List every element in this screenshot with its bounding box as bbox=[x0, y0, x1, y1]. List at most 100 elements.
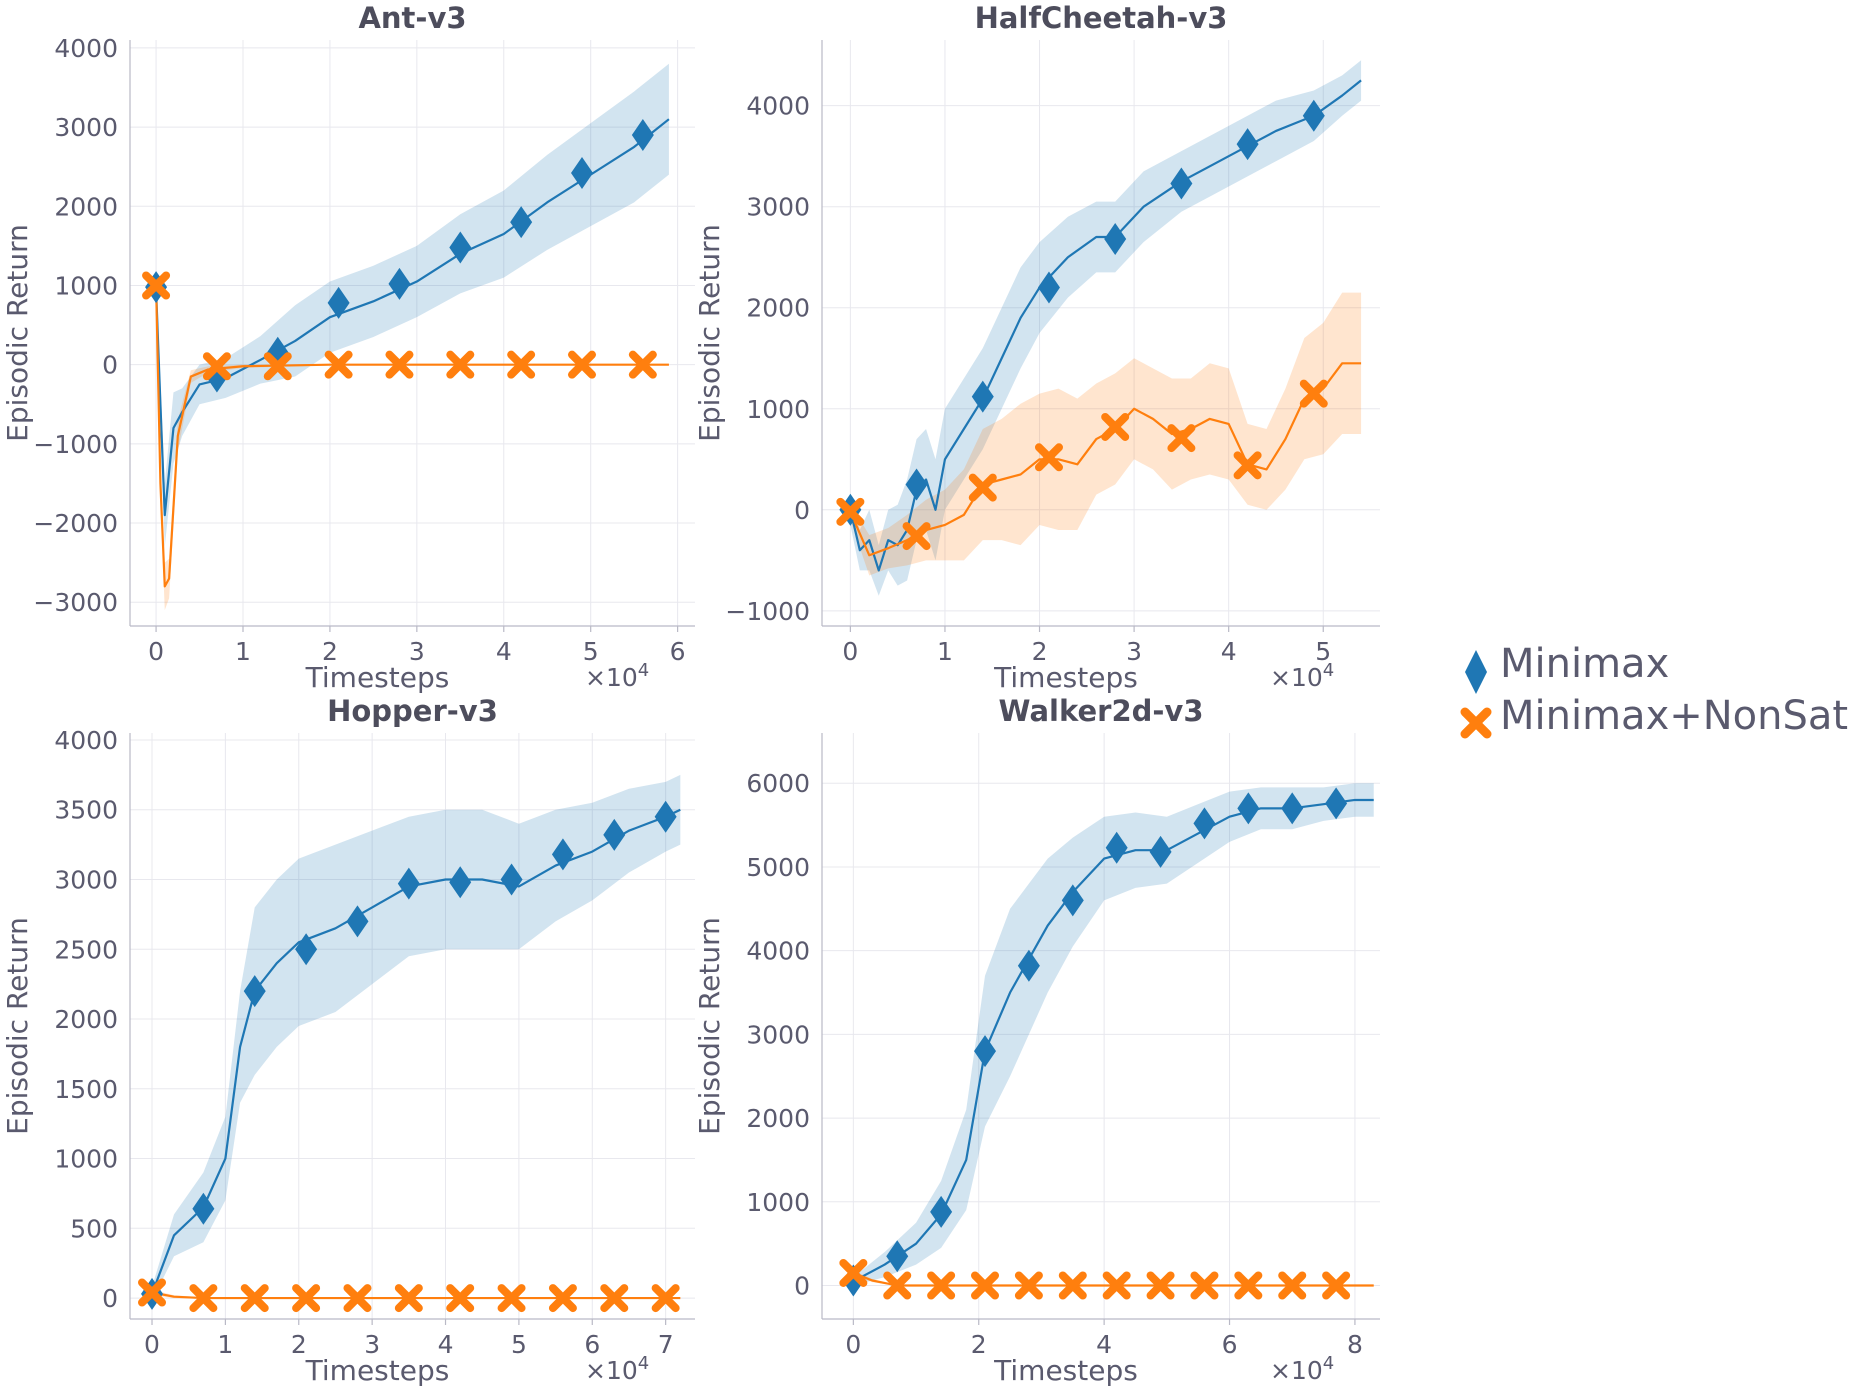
data-point-minimax-nonsat bbox=[1322, 1271, 1351, 1300]
x-stroke bbox=[385, 350, 414, 379]
x-stroke bbox=[1299, 379, 1328, 408]
data-point-minimax bbox=[510, 206, 533, 239]
y-axis-label: Episodic Return bbox=[1, 917, 34, 1135]
y-axis-label: Episodic Return bbox=[1, 224, 34, 442]
data-point-minimax-nonsat bbox=[836, 497, 865, 526]
x-stroke bbox=[507, 350, 536, 379]
x-marker-icon bbox=[1460, 707, 1492, 739]
x-tick-label: 0 bbox=[144, 1330, 160, 1359]
x-stroke bbox=[138, 1278, 167, 1307]
data-point-minimax-nonsat bbox=[343, 1284, 372, 1313]
subplot-title: Hopper-v3 bbox=[327, 694, 498, 728]
data-point-minimax bbox=[1193, 807, 1216, 840]
diamond-marker-icon bbox=[1465, 650, 1487, 694]
y-tick-label: 0 bbox=[794, 496, 810, 525]
x-stroke bbox=[1146, 1271, 1175, 1300]
confidence-band-minimax bbox=[156, 63, 669, 547]
y-tick-label: 3000 bbox=[746, 1020, 810, 1049]
data-point-minimax bbox=[654, 800, 677, 833]
data-point-minimax-nonsat bbox=[968, 473, 997, 502]
y-tick-label: 4000 bbox=[746, 92, 810, 121]
x-multiplier: ×104 bbox=[1270, 660, 1334, 692]
data-point-minimax-nonsat bbox=[385, 350, 414, 379]
data-point-minimax bbox=[551, 838, 574, 871]
data-point-minimax bbox=[243, 975, 266, 1008]
x-stroke bbox=[292, 1284, 321, 1313]
x-axis-label: Timesteps bbox=[993, 1354, 1138, 1387]
data-point-minimax-nonsat bbox=[628, 350, 657, 379]
x-tick-label: 3 bbox=[364, 1330, 380, 1359]
x-stroke bbox=[202, 352, 231, 381]
x-tick-label: 0 bbox=[842, 637, 858, 666]
data-point-minimax-nonsat bbox=[1058, 1271, 1087, 1300]
x-stroke bbox=[263, 352, 292, 381]
x-tick-label: 5 bbox=[511, 1330, 527, 1359]
y-tick-label: 4000 bbox=[54, 726, 118, 755]
data-point-minimax-nonsat bbox=[1014, 1271, 1043, 1300]
data-point-minimax-nonsat bbox=[927, 1271, 956, 1300]
y-tick-label: −1000 bbox=[725, 597, 810, 626]
y-tick-label: 0 bbox=[102, 1284, 118, 1313]
data-point-minimax bbox=[905, 468, 928, 501]
y-tick-label: 1000 bbox=[54, 1145, 118, 1174]
confidence-band-minimax-nonsat bbox=[156, 279, 669, 611]
x-stroke bbox=[446, 350, 475, 379]
x-stroke bbox=[497, 1284, 526, 1313]
subplot-halfcheetah-v3: 0 1 2 3 4 5−100001000200030004000HalfCheetah-… bbox=[693, 1, 1380, 694]
x-tick-label: 1 bbox=[217, 1330, 233, 1359]
y-tick-label: 1000 bbox=[746, 1188, 810, 1217]
data-point-minimax bbox=[327, 286, 350, 319]
data-point-minimax-nonsat bbox=[651, 1284, 680, 1313]
x-tick-label: 8 bbox=[1347, 1330, 1363, 1359]
data-point-minimax-nonsat bbox=[1102, 1271, 1131, 1300]
data-point-minimax-nonsat bbox=[507, 350, 536, 379]
data-point-minimax-nonsat bbox=[548, 1284, 577, 1313]
x-tick-label: 5 bbox=[583, 637, 599, 666]
data-point-minimax bbox=[930, 1195, 953, 1228]
data-point-minimax bbox=[971, 380, 994, 413]
data-point-minimax bbox=[1061, 884, 1084, 917]
data-point-minimax-nonsat bbox=[202, 352, 231, 381]
x-tick-label: 3 bbox=[1126, 637, 1142, 666]
data-point-minimax-nonsat bbox=[971, 1271, 1000, 1300]
subplot-ant-v3: 0 1 2 3 4 5 6 −3000 −2000 −1000 0 1000 2000 3000 4000 A… bbox=[1, 1, 695, 694]
data-point-minimax bbox=[1104, 223, 1127, 256]
x-stroke bbox=[324, 350, 353, 379]
x-tick-label: 5 bbox=[1315, 637, 1331, 666]
data-point-minimax-nonsat bbox=[1034, 443, 1063, 472]
data-point-minimax bbox=[1017, 949, 1040, 982]
data-point-minimax bbox=[886, 1240, 909, 1273]
data-point-minimax bbox=[603, 818, 626, 851]
x-tick-label: 7 bbox=[658, 1330, 674, 1359]
data-point-minimax-nonsat bbox=[446, 350, 475, 379]
x-stroke bbox=[1234, 1271, 1263, 1300]
x-stroke bbox=[394, 1284, 423, 1313]
x-tick-label: 4 bbox=[1221, 637, 1237, 666]
x-multiplier-exponent: 4 bbox=[638, 660, 649, 681]
y-tick-label: 3500 bbox=[54, 796, 118, 825]
x-stroke bbox=[1167, 424, 1196, 453]
data-point-minimax bbox=[974, 1035, 997, 1068]
data-point-minimax-nonsat bbox=[446, 1284, 475, 1313]
data-point-minimax-nonsat bbox=[1167, 424, 1196, 453]
data-point-minimax-nonsat bbox=[1146, 1271, 1175, 1300]
x-axis-label: Timesteps bbox=[305, 661, 450, 694]
data-point-minimax-nonsat bbox=[1190, 1271, 1219, 1300]
series-line-minimax bbox=[154, 118, 670, 517]
data-point-minimax-nonsat bbox=[292, 1284, 321, 1313]
x-stroke bbox=[651, 1284, 680, 1313]
data-point-minimax-nonsat bbox=[1278, 1271, 1307, 1300]
confidence-band-minimax bbox=[853, 783, 1374, 1286]
data-point-minimax bbox=[1302, 99, 1325, 132]
x-tick-label: 0 bbox=[845, 1330, 861, 1359]
x-stroke bbox=[971, 1271, 1000, 1300]
data-point-minimax bbox=[631, 119, 654, 152]
legend-label-minimax: Minimax bbox=[1500, 641, 1669, 687]
x-tick-label: 6 bbox=[1222, 1330, 1238, 1359]
data-point-minimax-nonsat bbox=[324, 350, 353, 379]
legend-label-minimax-nonsat: Minimax+NonSat bbox=[1500, 693, 1848, 739]
x-multiplier: ×104 bbox=[585, 660, 649, 692]
y-tick-label: 2000 bbox=[746, 1104, 810, 1133]
x-stroke bbox=[1102, 1271, 1131, 1300]
